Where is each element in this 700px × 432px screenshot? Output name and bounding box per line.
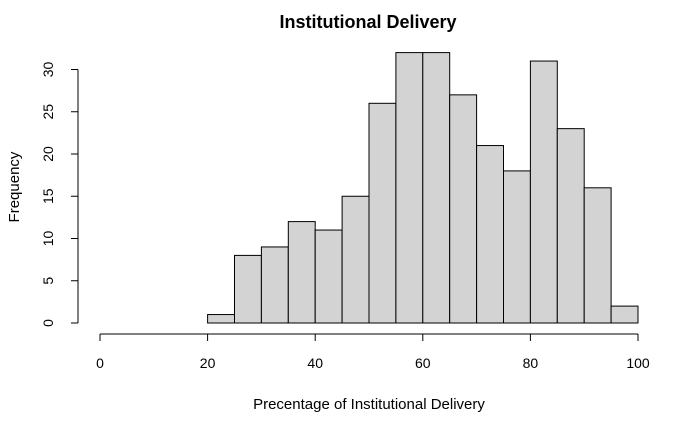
y-axis: 0 5 10 15 20 25 30 [40, 62, 79, 327]
histogram-bar [529, 60, 558, 324]
histogram-bar [422, 52, 451, 324]
histogram-bar [314, 229, 343, 324]
histogram-bar [449, 94, 478, 324]
histogram-bar [610, 305, 639, 324]
y-tick-label: 20 [40, 146, 56, 162]
x-tick-label: 20 [200, 355, 216, 371]
histogram-bar [395, 52, 424, 324]
histogram-bar [583, 187, 612, 324]
histogram-bar [368, 102, 397, 324]
histogram-bar [234, 254, 262, 324]
x-tick-label: 100 [626, 355, 650, 371]
x-axis-label: Precentage of Institutional Delivery [253, 396, 485, 413]
histogram-bar [503, 170, 531, 324]
y-tick-label: 5 [40, 277, 56, 285]
histogram-bar [287, 221, 316, 324]
histogram-bar [556, 128, 585, 324]
histogram-bar [260, 246, 289, 324]
y-tick-label: 15 [40, 188, 56, 204]
x-axis: 0 20 40 60 80 100 [96, 333, 650, 371]
y-axis-label: Frequency [6, 151, 23, 222]
histogram-bar [341, 195, 370, 324]
y-tick-label: 10 [40, 231, 56, 247]
x-tick-label: 40 [307, 355, 323, 371]
x-tick-label: 60 [415, 355, 431, 371]
histogram-bar [476, 145, 505, 324]
x-tick-label: 80 [523, 355, 539, 371]
x-tick-label: 0 [96, 355, 104, 371]
y-tick-label: 25 [40, 104, 56, 120]
y-tick-label: 0 [40, 319, 56, 327]
chart-title: Institutional Delivery [279, 12, 456, 32]
histogram-bar [207, 314, 236, 324]
histogram-bars [207, 52, 639, 324]
y-tick-label: 30 [40, 62, 56, 78]
